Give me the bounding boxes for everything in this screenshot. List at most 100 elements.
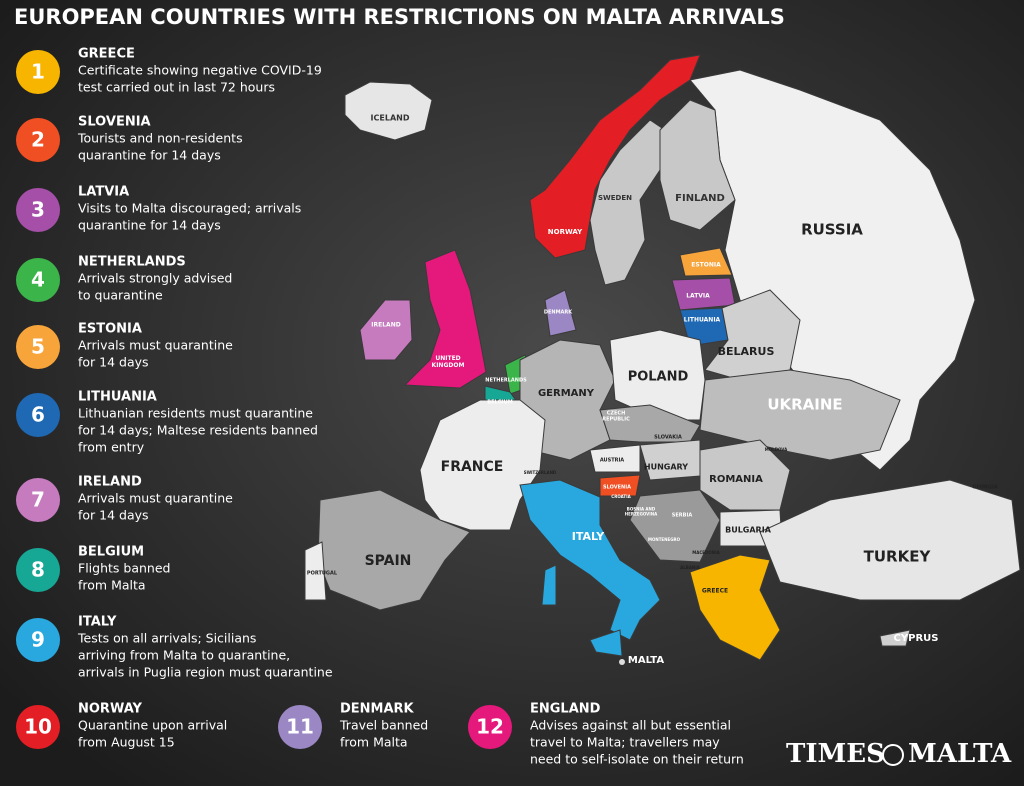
number-badge <box>16 118 60 162</box>
title: EUROPEAN COUNTRIES WITH RESTRICTIONS ON … <box>14 5 785 29</box>
country-label: AUSTRIA <box>600 458 624 464</box>
country-label: SPAIN <box>365 553 412 569</box>
norway <box>529 54 701 259</box>
country-label: ITALY <box>572 530 606 543</box>
number: 12 <box>476 715 504 739</box>
country-label: KINGDOM <box>432 362 465 369</box>
italy <box>519 479 661 641</box>
number: 7 <box>31 488 45 512</box>
country-label: SLOVENIA <box>603 485 631 491</box>
country: ESTONIA <box>78 322 142 337</box>
brand-right: MALTA <box>908 739 1012 769</box>
country-label: POLAND <box>628 370 689 385</box>
number: 3 <box>31 198 45 222</box>
description: for 14 days <box>78 355 149 370</box>
number-badge <box>16 548 60 592</box>
country-label: ESTONIA <box>691 262 721 269</box>
country-label: ROMANIA <box>709 474 763 485</box>
country-label: LATVIA <box>686 293 710 300</box>
balkans <box>629 489 721 563</box>
description: Advises against all but essential <box>530 718 731 733</box>
description: from Malta <box>340 735 408 750</box>
iceland <box>344 81 433 141</box>
country: ENGLAND <box>530 702 601 717</box>
estonia <box>679 247 733 277</box>
description: for 14 days <box>78 508 149 523</box>
country-label: UKRAINE <box>767 396 842 414</box>
description: Arrivals must quarantine <box>78 491 233 506</box>
number: 4 <box>31 268 45 292</box>
description: Arrivals strongly advised <box>78 271 232 286</box>
description: test carried out in last 72 hours <box>78 80 275 95</box>
country-label: GEORGIA <box>972 485 998 491</box>
country-label: LITHUANIA <box>684 317 721 324</box>
country-label: HUNGARY <box>644 463 688 472</box>
country: IRELAND <box>78 475 142 490</box>
brand: TIMES MALTA <box>786 739 1012 769</box>
number: 9 <box>31 628 45 652</box>
greece <box>689 554 781 661</box>
description: Travel banned <box>339 718 428 733</box>
description: Flights banned <box>78 561 170 576</box>
description: to quarantine <box>78 288 163 303</box>
uk <box>403 249 487 389</box>
description: for 14 days; Maltese residents banned <box>78 423 318 438</box>
description: travel to Malta; travellers may <box>530 735 720 750</box>
country-label: RUSSIA <box>801 221 863 239</box>
description: Certificate showing negative COVID-19 <box>78 63 322 78</box>
country-label: BELGIUM <box>487 400 512 406</box>
country: LATVIA <box>78 185 129 200</box>
country-label: MALTA <box>628 655 664 666</box>
austria <box>589 444 641 473</box>
description: from August 15 <box>78 735 175 750</box>
number-badge <box>16 618 60 662</box>
number: 8 <box>31 558 45 582</box>
country-label: ALBANIA <box>680 565 701 570</box>
description: quarantine for 14 days <box>78 148 221 163</box>
portugal <box>304 541 327 601</box>
number-badge <box>16 50 60 94</box>
sicily <box>589 629 623 657</box>
country: LITHUANIA <box>78 390 157 405</box>
description: arrivals in Puglia region must quarantin… <box>78 665 333 680</box>
brand-emblem <box>882 744 904 766</box>
country-label: MACEDONIA <box>692 550 720 555</box>
number: 10 <box>24 715 52 739</box>
description: quarantine for 14 days <box>78 218 221 233</box>
country-label: TURKEY <box>864 548 932 566</box>
country-label: CZECH <box>607 411 626 417</box>
country-label: ICELAND <box>371 114 410 123</box>
description: Lithuanian residents must quarantine <box>78 406 313 421</box>
country-label: IRELAND <box>371 322 400 329</box>
country-label: GREECE <box>702 588 728 595</box>
slovenia <box>599 474 641 497</box>
finland <box>659 99 736 231</box>
country-label: UNITED <box>435 355 460 362</box>
ukraine <box>699 369 901 461</box>
country-label: GERMANY <box>538 388 595 399</box>
country-label: CYPRUS <box>894 633 939 644</box>
number-badge <box>16 705 60 749</box>
cyprus <box>879 629 911 647</box>
map <box>304 54 1021 665</box>
country-label: NETHERLANDS <box>485 378 527 384</box>
country-label: BELARUS <box>718 345 775 358</box>
description: from entry <box>78 440 145 455</box>
turkey <box>759 479 1021 601</box>
map-labels: ICELAND SWEDEN FINLAND NORWAY RUSSIA ESTONIA L… <box>307 114 998 667</box>
denmark <box>544 289 577 337</box>
number-badge <box>468 705 512 749</box>
number-badge <box>16 393 60 437</box>
country: SLOVENIA <box>78 115 151 130</box>
country: DENMARK <box>340 702 415 717</box>
country-label: SERBIA <box>672 513 693 519</box>
number-badge <box>278 705 322 749</box>
sweden <box>589 119 666 286</box>
number-badge <box>16 188 60 232</box>
description: need to self-isolate on their return <box>530 752 744 767</box>
number-badge <box>16 258 60 302</box>
number: 11 <box>286 715 314 739</box>
country-label: SLOVAKIA <box>654 435 682 441</box>
